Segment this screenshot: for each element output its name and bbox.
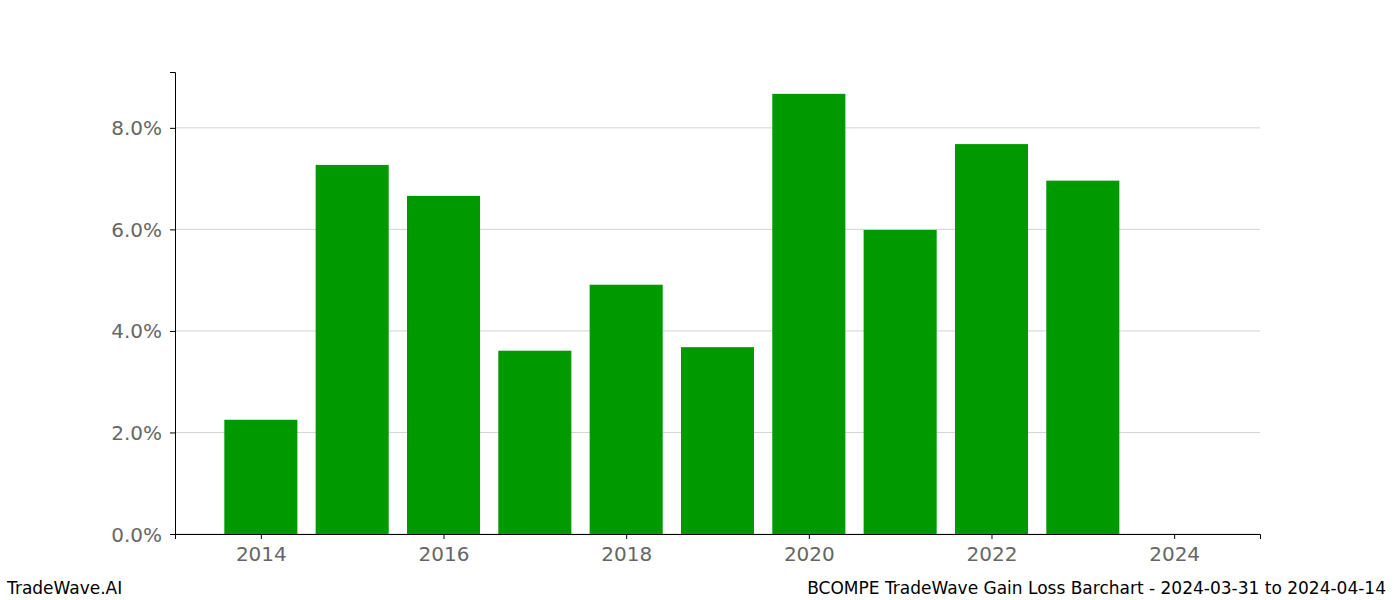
bar bbox=[1046, 181, 1119, 534]
tick-label: 4.0% bbox=[111, 319, 162, 343]
tick-label: 2.0% bbox=[111, 421, 162, 445]
bar bbox=[955, 144, 1028, 534]
y-axis: 0.0% 2.0% 4.0% 6.0% 8.0% bbox=[111, 73, 175, 547]
tick: 2022 bbox=[967, 534, 1018, 566]
tick: 6.0% bbox=[111, 218, 175, 242]
tick-mark bbox=[170, 229, 175, 230]
tick-label: 2022 bbox=[967, 542, 1018, 566]
tick-label: 6.0% bbox=[111, 218, 162, 242]
bar bbox=[224, 420, 297, 534]
tick-label: 2018 bbox=[601, 542, 652, 566]
tick-mark bbox=[626, 534, 627, 539]
tick: 2018 bbox=[601, 534, 652, 566]
bar bbox=[590, 285, 663, 534]
tick-mark bbox=[1174, 534, 1175, 539]
tick-label: 2016 bbox=[419, 542, 470, 566]
x-axis: 2014 2016 2018 2020 2022 2024 bbox=[176, 534, 1261, 566]
tick-mark bbox=[170, 331, 175, 332]
annotation: TradeWave.AI bbox=[6, 578, 122, 598]
tick-label: 0.0% bbox=[111, 523, 162, 547]
tick-mark bbox=[444, 534, 445, 539]
grid-line bbox=[175, 127, 1260, 128]
tick-label: 2024 bbox=[1149, 542, 1200, 566]
tick: 2014 bbox=[236, 534, 287, 566]
tick: 2016 bbox=[419, 534, 470, 566]
bar bbox=[1138, 534, 1211, 535]
bar bbox=[316, 165, 389, 534]
bars bbox=[224, 94, 1119, 534]
tick: 0.0% bbox=[111, 523, 175, 547]
axis-line bbox=[176, 535, 1261, 540]
bar bbox=[772, 94, 845, 534]
tick-label: 2020 bbox=[784, 542, 835, 566]
tick-label: 8.0% bbox=[111, 116, 162, 140]
tick: 2.0% bbox=[111, 421, 175, 445]
tick-mark bbox=[170, 534, 175, 535]
title: BCOMPE TradeWave Gain Loss Barchart - 20… bbox=[807, 578, 1386, 598]
tick: 2020 bbox=[784, 534, 835, 566]
tick: 2024 bbox=[1149, 534, 1200, 566]
tick-label: 2014 bbox=[236, 542, 287, 566]
tick-mark bbox=[170, 432, 175, 433]
bar bbox=[407, 196, 480, 534]
tick: 8.0% bbox=[111, 116, 175, 140]
bar bbox=[864, 230, 937, 534]
bar bbox=[681, 347, 754, 534]
tick-mark bbox=[991, 534, 992, 539]
tick-mark bbox=[809, 534, 810, 539]
bar bbox=[498, 351, 571, 534]
tick: 4.0% bbox=[111, 319, 175, 343]
tick-mark bbox=[170, 128, 175, 129]
chart: 2014 2016 2018 2020 2022 2024 0.0% 2.0% 4.0% 6.0%… bbox=[0, 0, 1400, 600]
axis-line bbox=[170, 73, 176, 535]
grid bbox=[175, 128, 1260, 534]
tick-mark bbox=[261, 534, 262, 539]
